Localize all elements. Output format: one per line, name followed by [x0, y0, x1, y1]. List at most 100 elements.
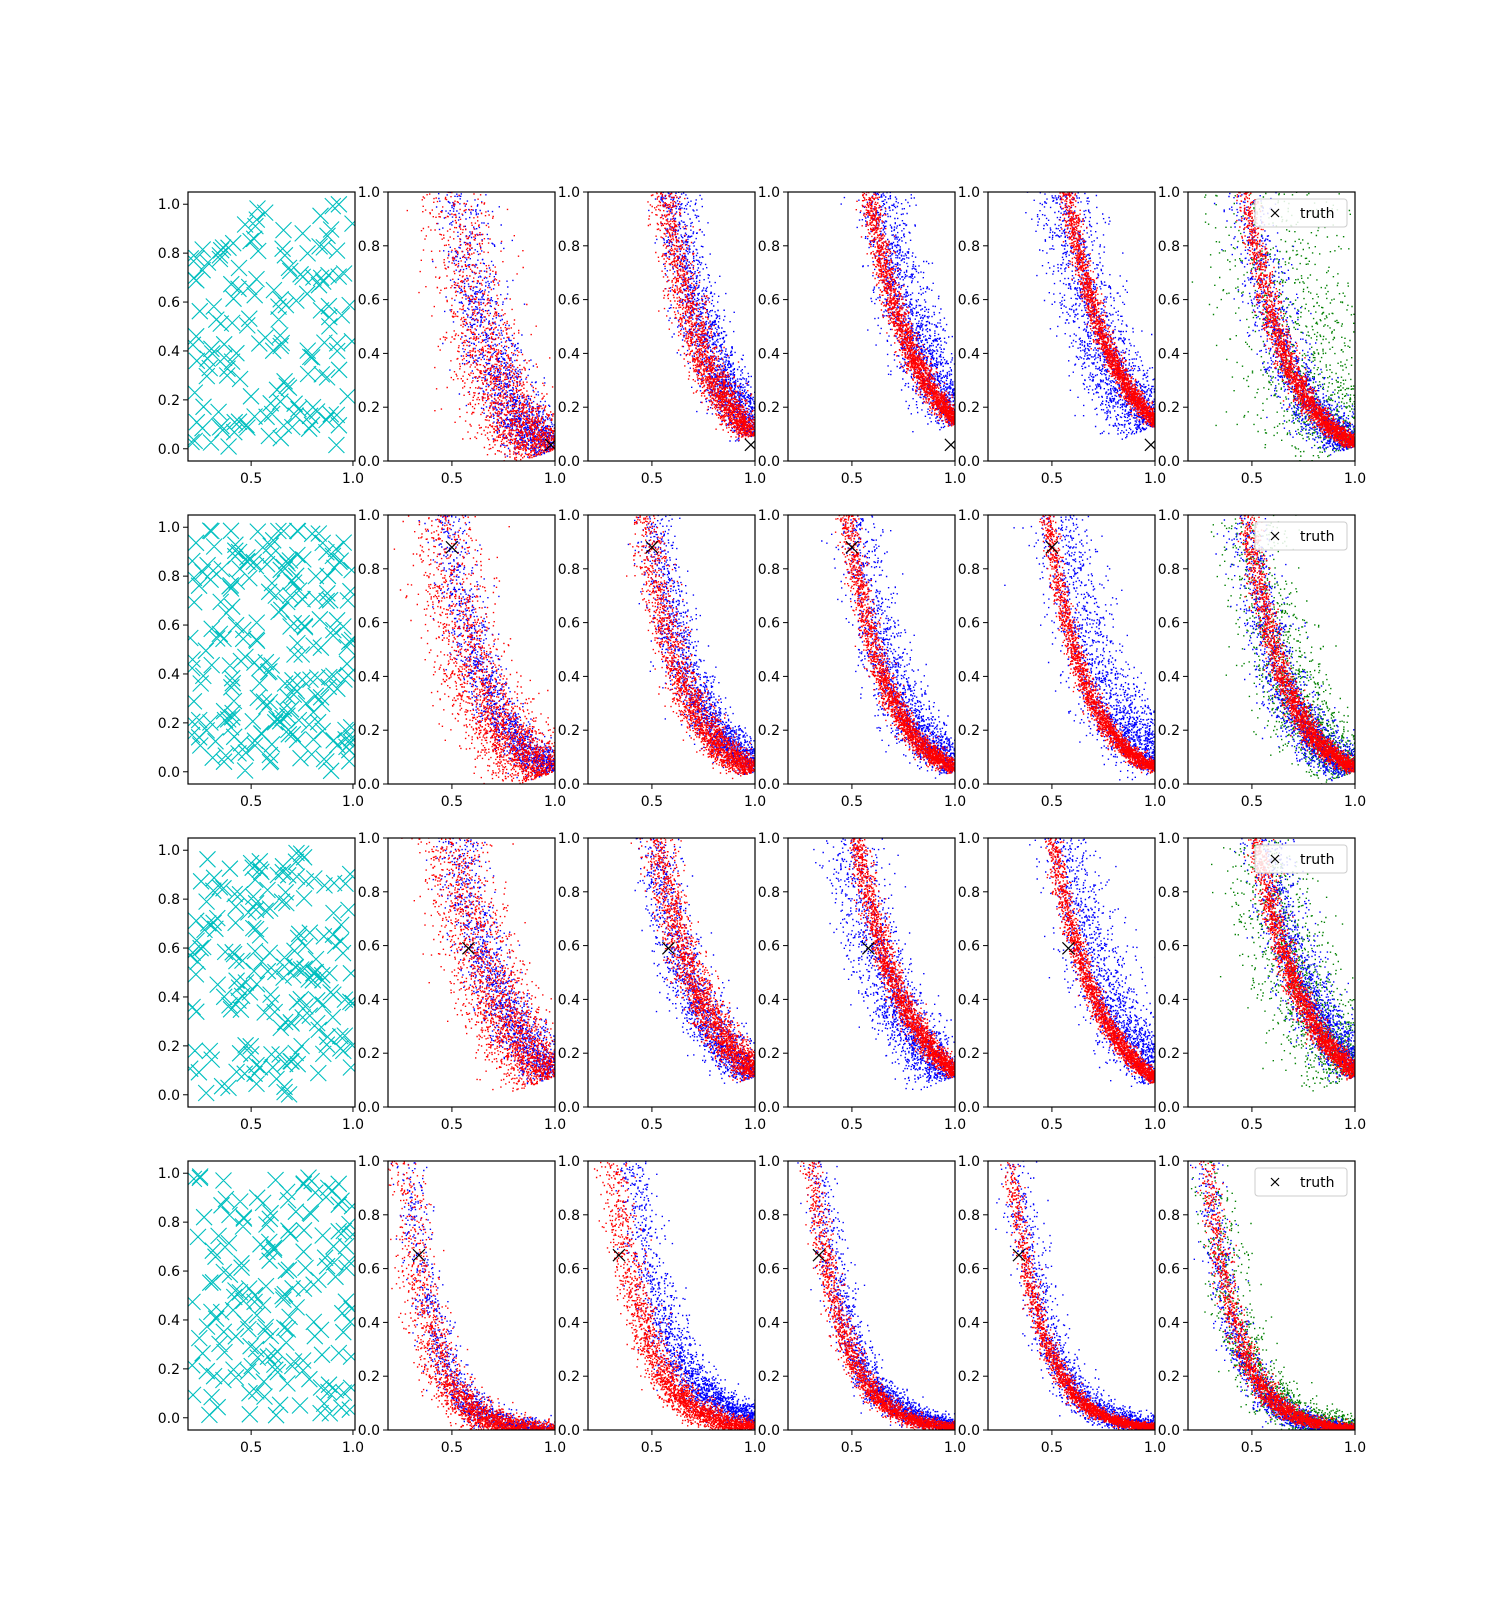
- x-tick-label: 1.0: [1144, 1117, 1166, 1133]
- x-tick-label: 0.5: [841, 794, 863, 810]
- x-tick-label: 0.5: [641, 471, 663, 487]
- y-tick-label: 0.0: [1158, 777, 1180, 793]
- y-tick-label: 0.2: [958, 1369, 980, 1385]
- x-tick-label: 1.0: [944, 471, 966, 487]
- y-tick-label: 0.8: [958, 239, 980, 255]
- x-tick-label: 1.0: [544, 794, 566, 810]
- legend: truth: [1255, 1168, 1347, 1196]
- x-tick-label: 0.5: [1041, 471, 1063, 487]
- y-tick-label: 1.0: [758, 185, 780, 201]
- y-tick-label: 0.6: [758, 293, 780, 309]
- x-tick-label: 1.0: [342, 1117, 364, 1133]
- x-tick-label: 1.0: [544, 471, 566, 487]
- y-tick-label: 0.6: [1158, 1262, 1180, 1278]
- x-tick-label: 0.5: [441, 1440, 463, 1456]
- x-tick-label: 0.5: [1041, 1117, 1063, 1133]
- y-tick-label: 0.4: [758, 1315, 780, 1331]
- x-tick-label: 1.0: [1144, 794, 1166, 810]
- y-tick-label: 0.6: [958, 939, 980, 955]
- y-tick-label: 0.8: [958, 885, 980, 901]
- y-tick-label: 1.0: [758, 508, 780, 524]
- y-tick-label: 0.4: [1158, 346, 1180, 362]
- y-tick-label: 0.6: [1158, 939, 1180, 955]
- y-tick-label: 0.4: [358, 346, 380, 362]
- y-tick-label: 1.0: [758, 1154, 780, 1170]
- y-tick-label: 0.2: [1158, 1046, 1180, 1062]
- y-tick-label: 0.2: [558, 400, 580, 416]
- x-tick-label: 0.5: [240, 1117, 262, 1133]
- y-tick-label: 0.8: [358, 562, 380, 578]
- y-tick-label: 0.0: [358, 1423, 380, 1439]
- x-tick-label: 0.5: [641, 794, 663, 810]
- y-tick-label: 0.4: [758, 669, 780, 685]
- y-tick-label: 0.2: [1158, 723, 1180, 739]
- x-tick-label: 0.5: [441, 1117, 463, 1133]
- legend: truth: [1255, 522, 1347, 550]
- y-tick-label: 0.8: [958, 1208, 980, 1224]
- y-tick-label: 1.0: [358, 1154, 380, 1170]
- y-tick-label: 0.4: [958, 346, 980, 362]
- y-tick-label: 0.0: [958, 1423, 980, 1439]
- x-tick-label: 1.0: [744, 1117, 766, 1133]
- y-tick-label: 0.2: [758, 723, 780, 739]
- y-tick-label: 0.8: [558, 1208, 580, 1224]
- x-tick-label: 0.5: [841, 471, 863, 487]
- y-tick-label: 0.0: [958, 1100, 980, 1116]
- x-tick-label: 0.5: [841, 1440, 863, 1456]
- y-tick-label: 0.4: [158, 667, 180, 683]
- y-tick-label: 1.0: [358, 831, 380, 847]
- y-tick-label: 0.2: [558, 723, 580, 739]
- y-tick-label: 0.6: [358, 616, 380, 632]
- y-tick-label: 0.0: [758, 777, 780, 793]
- y-tick-label: 1.0: [558, 831, 580, 847]
- y-tick-label: 1.0: [1158, 831, 1180, 847]
- y-tick-label: 0.6: [158, 941, 180, 957]
- y-tick-label: 0.4: [1158, 669, 1180, 685]
- y-tick-label: 0.4: [558, 346, 580, 362]
- y-tick-label: 0.4: [158, 990, 180, 1006]
- x-tick-label: 0.5: [1241, 1117, 1263, 1133]
- x-tick-label: 1.0: [1144, 1440, 1166, 1456]
- y-tick-label: 0.6: [958, 616, 980, 632]
- y-tick-label: 0.6: [158, 618, 180, 634]
- y-tick-label: 0.0: [158, 442, 180, 458]
- x-tick-label: 0.5: [441, 471, 463, 487]
- x-tick-label: 0.5: [1241, 1440, 1263, 1456]
- y-tick-label: 0.2: [958, 723, 980, 739]
- y-tick-label: 0.8: [358, 1208, 380, 1224]
- legend: truth: [1255, 845, 1347, 873]
- y-tick-label: 0.0: [958, 454, 980, 470]
- x-tick-label: 1.0: [744, 794, 766, 810]
- y-tick-label: 0.8: [958, 562, 980, 578]
- y-tick-label: 0.4: [1158, 992, 1180, 1008]
- x-tick-label: 0.5: [240, 794, 262, 810]
- y-tick-label: 0.6: [558, 939, 580, 955]
- y-tick-label: 0.0: [358, 777, 380, 793]
- y-tick-label: 0.8: [758, 885, 780, 901]
- legend-label: truth: [1300, 206, 1334, 222]
- y-tick-label: 0.2: [558, 1046, 580, 1062]
- y-tick-label: 0.8: [1158, 1208, 1180, 1224]
- y-tick-label: 0.0: [1158, 454, 1180, 470]
- y-tick-label: 0.6: [958, 1262, 980, 1278]
- y-tick-label: 0.6: [358, 293, 380, 309]
- y-tick-label: 1.0: [558, 1154, 580, 1170]
- x-tick-label: 1.0: [744, 1440, 766, 1456]
- x-tick-label: 1.0: [342, 471, 364, 487]
- y-tick-label: 0.2: [358, 1369, 380, 1385]
- x-tick-label: 0.5: [841, 1117, 863, 1133]
- x-tick-label: 1.0: [342, 1440, 364, 1456]
- y-tick-label: 0.4: [958, 669, 980, 685]
- x-tick-label: 0.5: [1241, 794, 1263, 810]
- y-tick-label: 0.0: [558, 454, 580, 470]
- y-tick-label: 1.0: [958, 831, 980, 847]
- x-tick-label: 1.0: [744, 471, 766, 487]
- y-tick-label: 1.0: [158, 1166, 180, 1182]
- y-tick-label: 0.0: [358, 1100, 380, 1116]
- y-tick-label: 0.6: [758, 1262, 780, 1278]
- y-tick-label: 0.2: [1158, 400, 1180, 416]
- y-tick-label: 0.8: [158, 569, 180, 585]
- x-tick-label: 0.5: [1041, 1440, 1063, 1456]
- y-tick-label: 1.0: [958, 1154, 980, 1170]
